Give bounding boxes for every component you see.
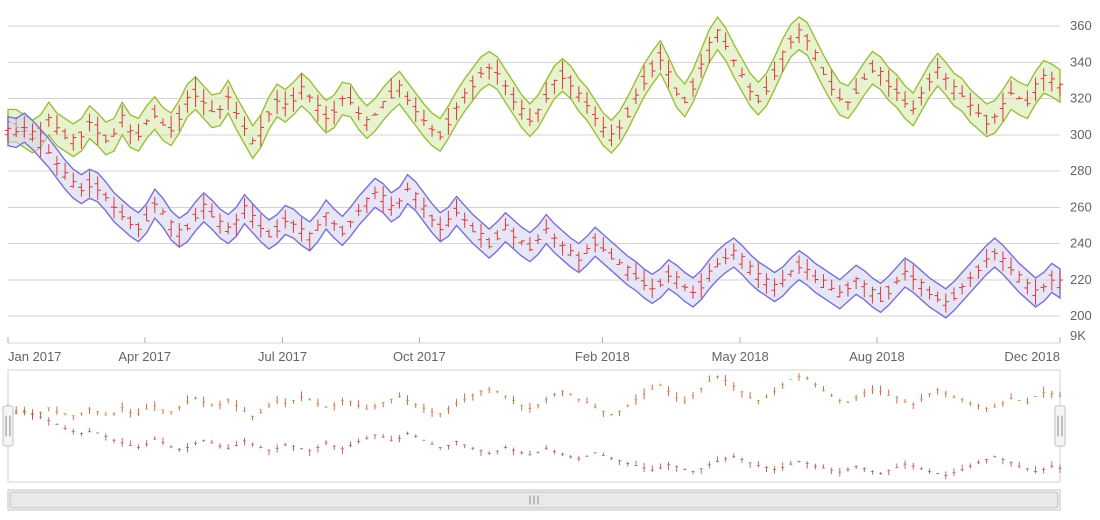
scrollbar[interactable] [8,490,1060,510]
svg-text:320: 320 [1070,91,1092,106]
svg-text:280: 280 [1070,163,1092,178]
svg-text:May 2018: May 2018 [712,349,769,364]
svg-text:Oct 2017: Oct 2017 [393,349,446,364]
svg-text:240: 240 [1070,236,1092,251]
svg-text:200: 200 [1070,308,1092,323]
svg-text:220: 220 [1070,272,1092,287]
svg-text:340: 340 [1070,54,1092,69]
svg-text:Jul 2017: Jul 2017 [258,349,307,364]
nav-handle-left[interactable] [3,406,13,446]
svg-text:300: 300 [1070,127,1092,142]
chart-svg: 200 220 240 260 280 300 320 340 360 Jan 2017 Apr 2… [0,0,1100,520]
navigator[interactable] [3,370,1065,482]
svg-text:Jan 2017: Jan 2017 [8,349,62,364]
svg-text:Dec 2018: Dec 2018 [1004,349,1060,364]
nav-handle-right[interactable] [1055,406,1065,446]
svg-text:Aug 2018: Aug 2018 [849,349,905,364]
svg-text:Apr 2017: Apr 2017 [118,349,171,364]
svg-text:260: 260 [1070,199,1092,214]
svg-text:360: 360 [1070,18,1092,33]
svg-text:9K: 9K [1070,328,1086,343]
stock-chart: 200 220 240 260 280 300 320 340 360 Jan 2017 Apr 2… [0,0,1100,520]
svg-text:Feb 2018: Feb 2018 [575,349,630,364]
